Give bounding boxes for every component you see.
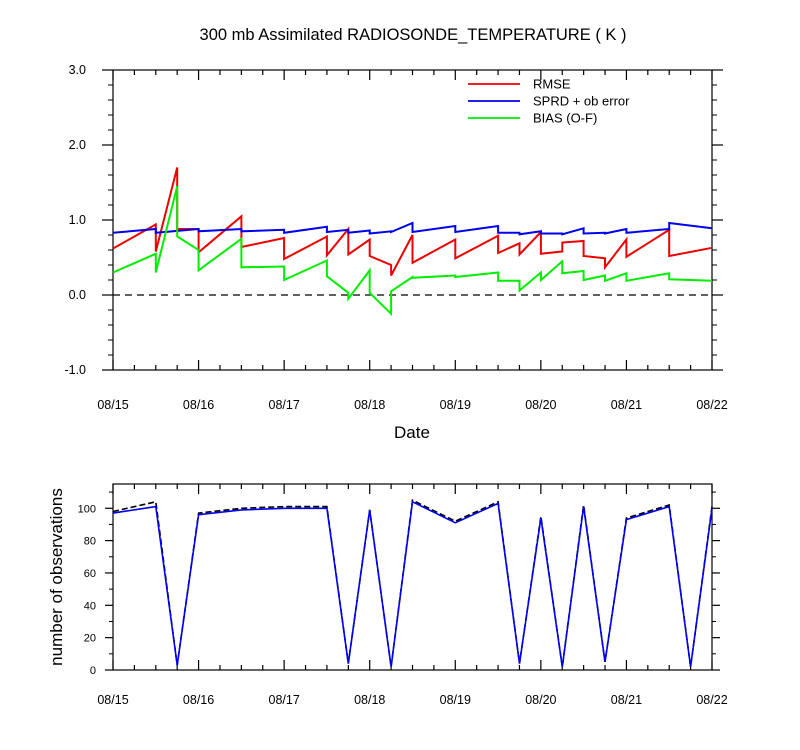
plot-frame [112,69,713,371]
x-tick-label: 08/19 [440,693,471,707]
top-panel: 08/15 08/16 08/17 08/18 08/19 08/20 08/21 08/22… [64,63,727,412]
series-line-rmse [112,167,713,276]
y-tick-label: 80 [84,536,96,548]
y-tick-label: 100 [78,503,96,515]
x-tick-label: 08/18 [354,398,385,412]
y-tick-label: 2.0 [69,138,86,152]
x-tick-label: 08/16 [183,398,214,412]
plot-frame [112,483,713,671]
y-tick-label: 3.0 [69,63,86,77]
legend-label: RMSE [533,77,571,92]
x-tick-label: 08/21 [611,398,642,412]
x-tick-label: 08/15 [97,398,128,412]
x-tick-label: 08/22 [696,693,727,707]
x-tick-label: 08/19 [440,398,471,412]
chart-title: 300 mb Assimilated RADIOSONDE_TEMPERATUR… [200,26,627,44]
bottom-panel: 08/15 08/16 08/17 08/18 08/19 08/20 08/21 08/22… [78,483,728,707]
y-tick-label: 0 [90,665,96,677]
series-line-bias-o-f [112,186,713,317]
x-tick-label: 08/17 [269,398,300,412]
series-line-0 [112,498,713,667]
y-tick-label: 0.0 [69,288,86,302]
x-tick-label: 08/21 [611,693,642,707]
y-tick-label: 60 [84,568,96,580]
legend-label: SPRD + ob error [533,94,630,109]
x-tick-label: 08/16 [183,693,214,707]
x-tick-label: 08/20 [525,398,556,412]
x-tick-label: 08/20 [525,693,556,707]
x-tick-label: 08/17 [269,693,300,707]
legend-label: BIAS (O-F) [533,111,597,126]
y-tick-label: 40 [84,600,96,612]
x-tick-label: 08/22 [696,398,727,412]
series-line-sprd-ob-error [112,221,713,236]
y-tick-label: 1.0 [69,213,86,227]
y-tick-label: 20 [84,633,96,645]
series-line-1 [112,500,713,667]
x-tick-label: 08/18 [354,693,385,707]
x-tick-label: 08/15 [97,693,128,707]
top-x-axis-label: Date [394,423,430,442]
y-tick-label: -1.0 [64,363,86,377]
bottom-y-axis-label: number of observations [47,488,66,666]
